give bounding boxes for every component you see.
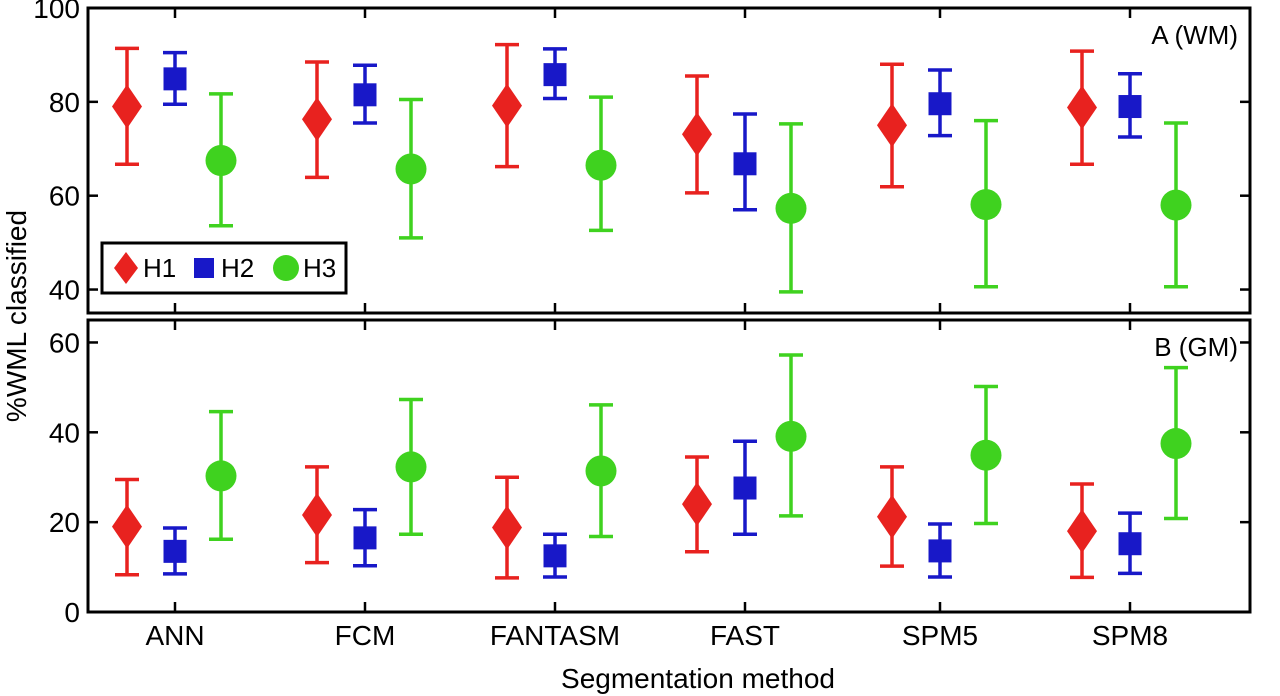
data-point — [543, 63, 567, 87]
data-point — [1067, 509, 1097, 554]
legend-marker-h3 — [273, 255, 299, 281]
x-tick-label: FCM — [335, 620, 396, 651]
y-tick-label: 60 — [49, 327, 80, 358]
data-point — [585, 455, 617, 487]
panel-label: A (WM) — [1151, 20, 1238, 50]
data-point — [928, 92, 952, 116]
legend-label-h1: H1 — [143, 253, 176, 283]
series-h1 — [112, 42, 1097, 195]
data-point — [395, 451, 427, 483]
data-point — [682, 482, 712, 527]
panel-frame — [86, 6, 1252, 315]
data-point — [733, 152, 757, 176]
data-point — [1067, 85, 1097, 130]
plot-layer: 40 60 80 100 A (WM) 0 20 40 60 B (GM) H1 H2 H3 ANN FCM… — [33, 0, 1252, 651]
data-point — [877, 103, 907, 148]
data-point — [302, 492, 332, 537]
y-tick-label: 60 — [49, 181, 80, 212]
data-point — [205, 460, 237, 492]
x-tick-label: SPM5 — [902, 620, 978, 651]
data-point — [585, 149, 617, 181]
y-tick-label: 80 — [49, 87, 80, 118]
data-point — [775, 420, 807, 452]
data-point — [112, 504, 142, 549]
panel-label: B (GM) — [1154, 332, 1238, 362]
data-point — [353, 83, 377, 107]
data-point — [733, 476, 757, 500]
data-point — [302, 97, 332, 142]
data-point — [1118, 95, 1142, 119]
series-h2 — [163, 439, 1142, 579]
series-h2 — [163, 47, 1142, 212]
y-axis-title: %WML classified — [1, 210, 32, 422]
data-point — [928, 539, 952, 563]
legend: H1 H2 H3 — [100, 241, 348, 295]
series-h3 — [205, 92, 1192, 294]
data-point — [163, 539, 187, 563]
data-point — [775, 192, 807, 224]
legend-label-h3: H3 — [303, 253, 336, 283]
data-point — [205, 145, 237, 176]
legend-marker-h1 — [114, 252, 138, 284]
data-point — [492, 83, 522, 128]
legend-label-h2: H2 — [221, 253, 254, 283]
data-point — [1160, 428, 1192, 460]
legend-marker-h2 — [194, 258, 214, 278]
y-tick-label: 40 — [49, 275, 80, 306]
panel-frame — [86, 318, 1252, 614]
y-tick-label: 20 — [49, 507, 80, 538]
data-point — [353, 526, 377, 550]
data-point — [543, 544, 567, 568]
data-point — [970, 189, 1002, 221]
x-tick-label: ANN — [145, 620, 204, 651]
x-tick-label: FANTASM — [490, 620, 620, 651]
y-tick-label: 100 — [33, 0, 80, 24]
legend-box — [100, 241, 348, 295]
data-point — [682, 112, 712, 157]
x-tick-label: SPM8 — [1092, 620, 1168, 651]
data-point — [877, 494, 907, 539]
x-tick-label: FAST — [710, 620, 780, 651]
data-point — [112, 84, 142, 129]
data-point — [163, 67, 187, 91]
x-axis-title: Segmentation method — [561, 663, 835, 694]
panel-b: 0 20 40 60 B (GM) — [49, 318, 1252, 628]
data-point — [970, 439, 1002, 471]
data-point — [492, 505, 522, 550]
data-point — [1160, 189, 1192, 221]
series-h1 — [112, 455, 1097, 580]
y-tick-label: 0 — [64, 597, 80, 628]
series-h3 — [205, 353, 1192, 541]
y-tick-label: 40 — [49, 417, 80, 448]
panel-a: 40 60 80 100 A (WM) — [33, 0, 1252, 315]
data-point — [1118, 532, 1142, 556]
data-point — [395, 153, 427, 185]
